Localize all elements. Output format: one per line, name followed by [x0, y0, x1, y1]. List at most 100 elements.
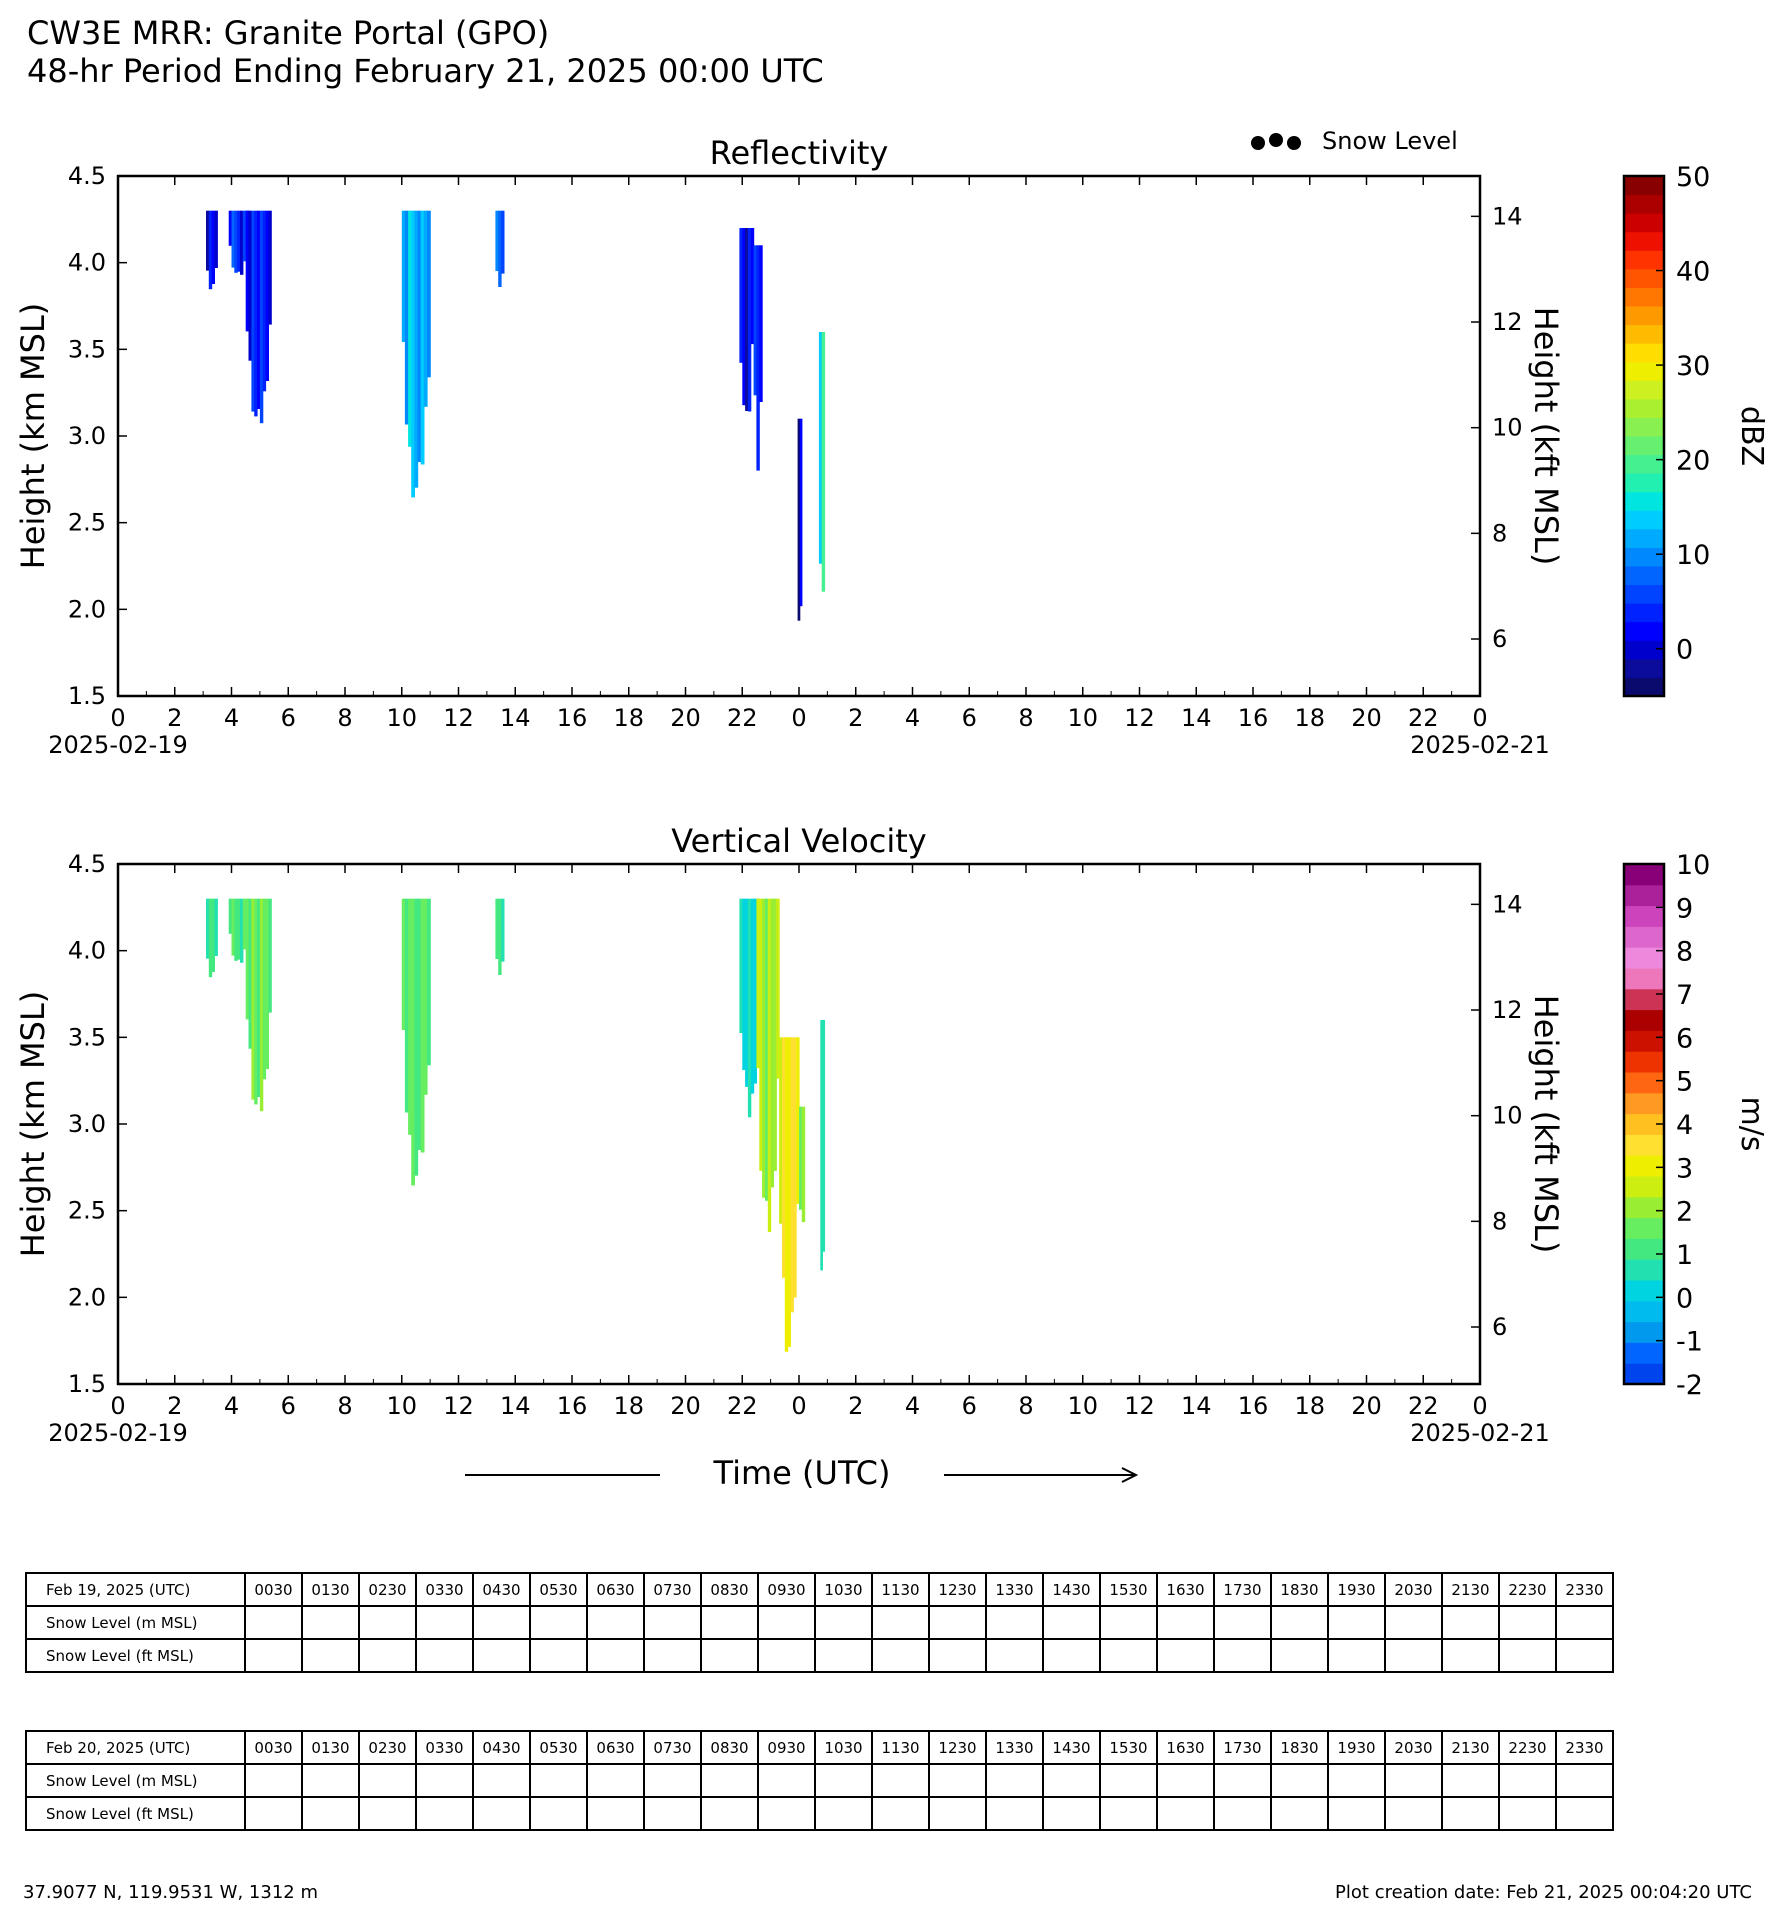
table-time-header: 0130 — [301, 1730, 360, 1765]
table-time-header: 0330 — [415, 1572, 474, 1607]
table-time-header: 1930 — [1327, 1730, 1386, 1765]
table-time-header: 1230 — [928, 1572, 987, 1607]
x-tick-label: 22 — [727, 1392, 758, 1420]
y-tick-label: 3.0 — [68, 422, 106, 450]
y-tick-label: 4.5 — [68, 162, 106, 190]
x-tick-label: 2 — [167, 1392, 182, 1420]
table-cell — [415, 1638, 474, 1673]
echo-strip — [214, 210, 218, 268]
table-time-header: 0730 — [643, 1572, 702, 1607]
table-cell — [643, 1638, 702, 1673]
table-time-header: 0530 — [529, 1730, 588, 1765]
y-right-tick-label: 12 — [1492, 996, 1523, 1024]
echo-strip — [242, 898, 247, 950]
table-time-header: 0630 — [586, 1730, 645, 1765]
echo-strip — [747, 228, 752, 412]
x-tick-label: 18 — [1294, 704, 1325, 732]
table-cell — [1327, 1763, 1386, 1798]
table-cell — [1270, 1763, 1329, 1798]
x-tick-label: 20 — [1351, 1392, 1382, 1420]
table-time-header: 0230 — [358, 1730, 417, 1765]
colorbar-segment — [1624, 510, 1664, 530]
table-time-header: 2230 — [1498, 1730, 1557, 1765]
table-time-header: 1630 — [1156, 1572, 1215, 1607]
page-title: CW3E MRR: Granite Portal (GPO) — [27, 14, 550, 52]
colorbar-segment — [1624, 1342, 1664, 1364]
echo-strip — [401, 898, 406, 1030]
echo-strip — [822, 1020, 826, 1252]
y-axis-label: Height (km MSL) — [14, 303, 52, 570]
colorbar-segment — [1624, 1155, 1664, 1177]
colorbar-tick-label: -1 — [1676, 1327, 1703, 1358]
table-cell — [643, 1605, 702, 1640]
x-tick-label: 18 — [1294, 1392, 1325, 1420]
table-cell — [1441, 1605, 1500, 1640]
time-axis-label: Time (UTC) — [713, 1454, 891, 1492]
y-tick-label: 2.0 — [68, 1283, 106, 1311]
table-cell — [1042, 1796, 1101, 1831]
legend-marker-dot — [1251, 136, 1265, 150]
echo-strip — [821, 332, 826, 592]
table-cell — [1555, 1605, 1614, 1640]
echo-strip — [739, 228, 743, 363]
colorbar-segment — [1624, 176, 1664, 196]
table-cell — [1555, 1763, 1614, 1798]
echo-strip — [759, 245, 763, 402]
colorbar-segment — [1624, 398, 1664, 418]
table-cell — [1042, 1638, 1101, 1673]
echo-strip — [770, 898, 774, 1188]
echo-strip — [411, 210, 415, 498]
echo-strip — [745, 898, 749, 1087]
table-cell — [301, 1638, 360, 1673]
end-date-label: 2025-02-21 — [1410, 1419, 1549, 1447]
table-cell — [1441, 1638, 1500, 1673]
table-cell — [1099, 1638, 1158, 1673]
colorbar-tick-label: 9 — [1676, 893, 1693, 924]
table-row: Snow Level (ft MSL) — [25, 1796, 1614, 1831]
table-row: Snow Level (ft MSL) — [25, 1638, 1614, 1673]
y-right-axis-label: Height (kft MSL) — [1527, 307, 1565, 566]
colorbar-segment — [1624, 250, 1664, 270]
table-cell — [928, 1638, 987, 1673]
x-tick-label: 12 — [443, 704, 474, 732]
echo-strip — [423, 898, 428, 1095]
table-cell — [1156, 1638, 1215, 1673]
x-tick-label: 10 — [1067, 704, 1098, 732]
table-time-header: 1830 — [1270, 1572, 1329, 1607]
echo-strip — [420, 210, 425, 465]
station-location: 37.9077 N, 119.9531 W, 1312 m — [23, 1882, 318, 1903]
table-time-header: 0230 — [358, 1572, 417, 1607]
colorbar-tick-label: 3 — [1676, 1153, 1693, 1184]
table-time-header: 2130 — [1441, 1572, 1500, 1607]
echo-strip — [245, 210, 250, 332]
table-cell — [1213, 1796, 1272, 1831]
table-cell — [814, 1638, 873, 1673]
start-date-label: 2025-02-19 — [48, 731, 187, 759]
echo-strip — [265, 210, 269, 381]
echo-strip — [427, 898, 431, 1066]
x-tick-label: 10 — [386, 1392, 417, 1420]
echo-strip — [498, 210, 502, 287]
echo-strip — [787, 1037, 791, 1347]
y-right-tick-label: 14 — [1492, 202, 1523, 230]
table-cell — [985, 1763, 1044, 1798]
table-cell — [928, 1763, 987, 1798]
table-time-header: 1730 — [1213, 1572, 1272, 1607]
table-cell — [700, 1605, 759, 1640]
colorbar-tick-label: 6 — [1676, 1023, 1693, 1054]
table-cell — [472, 1605, 531, 1640]
reflectivity-panel: Reflectivity 0 2 4 6 8 10 12 14 16 18 20 22 0 2 4 6 8 10 12… — [14, 134, 1769, 759]
y-axis-label: Height (km MSL) — [14, 991, 52, 1258]
table-header-row: Feb 20, 2025 (UTC) 0030 0130 0230 0330 0430 0… — [25, 1730, 1614, 1765]
colorbar-segment — [1624, 603, 1664, 623]
y-tick-label: 3.5 — [68, 335, 106, 363]
table-cell — [643, 1763, 702, 1798]
echo-strip — [268, 210, 272, 325]
x-tick-label: 2 — [167, 704, 182, 732]
legend-marker-dot — [1269, 133, 1283, 147]
colorbar-segment — [1624, 547, 1664, 567]
echo-strip — [240, 210, 244, 275]
table-time-header: 2330 — [1555, 1730, 1614, 1765]
colorbar-segment — [1624, 1238, 1664, 1260]
table-cell — [757, 1796, 816, 1831]
